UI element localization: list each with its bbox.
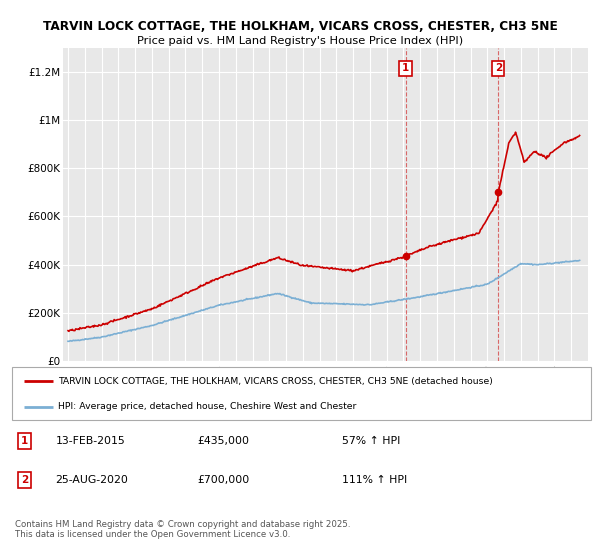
Text: 1: 1 [402,63,409,73]
Text: 2: 2 [494,63,502,73]
Text: 13-FEB-2015: 13-FEB-2015 [55,436,125,446]
Text: 57% ↑ HPI: 57% ↑ HPI [342,436,400,446]
Text: Contains HM Land Registry data © Crown copyright and database right 2025.
This d: Contains HM Land Registry data © Crown c… [15,520,350,539]
Text: 111% ↑ HPI: 111% ↑ HPI [342,475,407,486]
Text: Price paid vs. HM Land Registry's House Price Index (HPI): Price paid vs. HM Land Registry's House … [137,36,463,46]
FancyBboxPatch shape [12,367,591,420]
Text: 25-AUG-2020: 25-AUG-2020 [55,475,128,486]
Text: TARVIN LOCK COTTAGE, THE HOLKHAM, VICARS CROSS, CHESTER, CH3 5NE: TARVIN LOCK COTTAGE, THE HOLKHAM, VICARS… [43,20,557,33]
Text: TARVIN LOCK COTTAGE, THE HOLKHAM, VICARS CROSS, CHESTER, CH3 5NE (detached house: TARVIN LOCK COTTAGE, THE HOLKHAM, VICARS… [58,377,493,386]
Text: £435,000: £435,000 [197,436,249,446]
Text: HPI: Average price, detached house, Cheshire West and Chester: HPI: Average price, detached house, Ches… [58,402,356,411]
Text: 2: 2 [21,475,28,486]
Text: 1: 1 [21,436,28,446]
Text: £700,000: £700,000 [197,475,250,486]
